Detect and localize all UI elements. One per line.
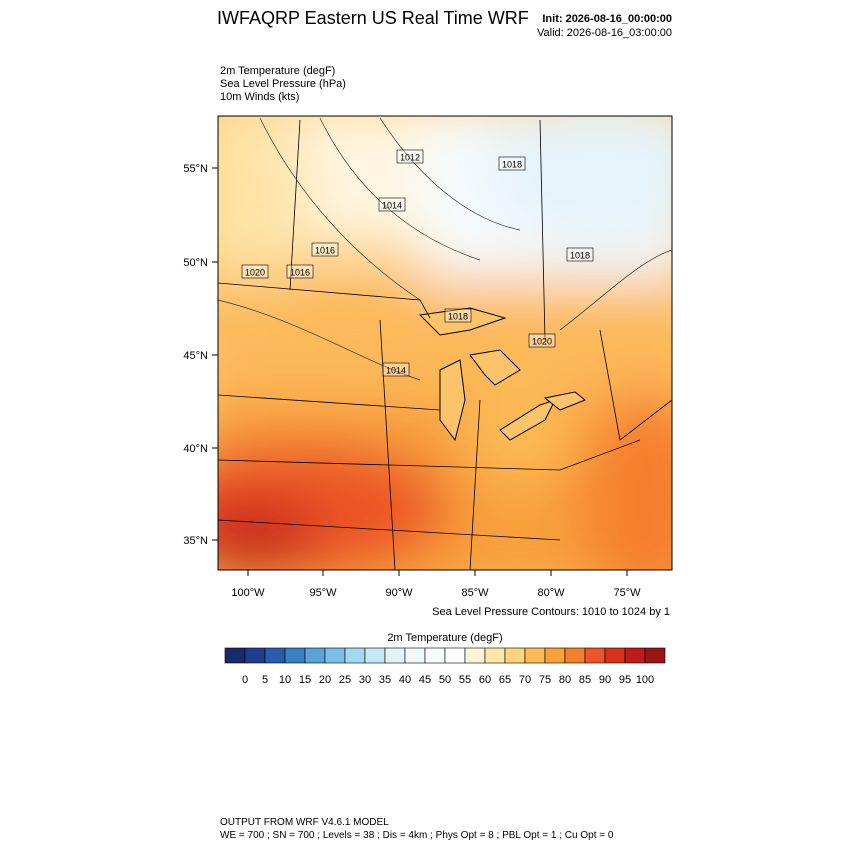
title: IWFAQRP Eastern US Real Time WRF xyxy=(217,8,529,28)
colorbar-label: 0 xyxy=(242,674,248,686)
colorbar-swatch xyxy=(384,647,406,664)
colorbar-swatch xyxy=(644,647,666,664)
contour-label: 1014 xyxy=(382,201,402,211)
contour-label-box xyxy=(382,362,410,377)
lon-label: 85°W xyxy=(461,587,489,599)
lat-label: 45°N xyxy=(183,350,208,362)
colorbar-swatch xyxy=(464,647,486,664)
lat-label: 55°N xyxy=(183,163,208,175)
footer-model: OUTPUT FROM WRF V4.6.1 MODEL xyxy=(220,817,389,828)
colorbar-swatch xyxy=(604,647,626,664)
colorbar-swatch xyxy=(244,647,266,664)
contour-label: 1020 xyxy=(532,337,552,347)
valid-time: Valid: 2026-08-16_03:00:00 xyxy=(537,27,672,39)
contour-label-box xyxy=(566,247,594,262)
field-label: 10m Winds (kts) xyxy=(220,91,299,103)
contour-label: 1014 xyxy=(386,366,406,376)
colorbar-label: 85 xyxy=(579,674,591,686)
colorbar-label: 35 xyxy=(379,674,391,686)
colorbar-label: 90 xyxy=(599,674,611,686)
colorbar-swatch xyxy=(224,647,246,664)
contour-label: 1018 xyxy=(448,312,468,322)
colorbar-label: 55 xyxy=(459,674,471,686)
colorbar-swatch xyxy=(424,647,446,664)
colorbar-swatch xyxy=(584,647,606,664)
lon-label: 90°W xyxy=(385,587,413,599)
contour-label-box xyxy=(528,333,556,348)
colorbar-swatch xyxy=(364,647,386,664)
contour-label-box xyxy=(498,156,526,171)
colorbar-label: 70 xyxy=(519,674,531,686)
contour-label-box xyxy=(241,264,269,279)
field-label: Sea Level Pressure (hPa) xyxy=(220,78,346,90)
contour-label: 1020 xyxy=(245,268,265,278)
colorbar-swatch xyxy=(344,647,366,664)
colorbar-swatch xyxy=(444,647,466,664)
field-label: 2m Temperature (degF) xyxy=(220,65,335,77)
lon-label: 80°W xyxy=(537,587,565,599)
colorbar-swatch xyxy=(324,647,346,664)
contour-label: 1018 xyxy=(570,251,590,261)
colorbar-swatch xyxy=(564,647,586,664)
colorbar-label: 75 xyxy=(539,674,551,686)
lon-label: 100°W xyxy=(231,587,265,599)
lon-label: 95°W xyxy=(309,587,337,599)
contour-label-box xyxy=(378,197,406,212)
contour-label: 1016 xyxy=(290,268,310,278)
footer-settings: WE = 700 ; SN = 700 ; Levels = 38 ; Dis … xyxy=(220,830,614,841)
contour-label-box xyxy=(444,308,472,323)
colorbar-swatch xyxy=(544,647,566,664)
colorbar-label: 15 xyxy=(299,674,311,686)
colorbar-swatch xyxy=(404,647,426,664)
contour-label-box xyxy=(311,242,339,257)
colorbar-swatch xyxy=(484,647,506,664)
colorbar-label: 80 xyxy=(559,674,571,686)
colorbar-swatch xyxy=(264,647,286,664)
colorbar-label: 50 xyxy=(439,674,451,686)
colorbar-swatch xyxy=(304,647,326,664)
contour-label-box xyxy=(396,149,424,164)
colorbar-label: 60 xyxy=(479,674,491,686)
map-field xyxy=(218,116,672,570)
contour-label: 1018 xyxy=(502,160,522,170)
lat-label: 35°N xyxy=(183,535,208,547)
contour-label: 1012 xyxy=(400,153,420,163)
lat-label: 40°N xyxy=(183,443,208,455)
lon-label: 75°W xyxy=(613,587,641,599)
init-time: Init: 2026-08-16_00:00:00 xyxy=(542,13,672,25)
lat-label: 50°N xyxy=(183,257,208,269)
colorbar-label: 20 xyxy=(319,674,331,686)
colorbar-label: 30 xyxy=(359,674,371,686)
colorbar-label: 10 xyxy=(279,674,291,686)
colorbar-label: 45 xyxy=(419,674,431,686)
colorbar-title: 2m Temperature (degF) xyxy=(387,632,502,644)
colorbar-swatch xyxy=(624,647,646,664)
colorbar-label: 65 xyxy=(499,674,511,686)
colorbar-label: 5 xyxy=(262,674,268,686)
colorbar-label: 25 xyxy=(339,674,351,686)
contour-label-box xyxy=(286,264,314,279)
contour-label: 1016 xyxy=(315,246,335,256)
colorbar-label: 100 xyxy=(636,674,654,686)
colorbar-label: 40 xyxy=(399,674,411,686)
colorbar-swatch xyxy=(284,647,306,664)
colorbar-swatch xyxy=(504,647,526,664)
map-frame xyxy=(217,115,673,571)
contour-note: Sea Level Pressure Contours: 1010 to 102… xyxy=(432,606,670,618)
colorbar-label: 95 xyxy=(619,674,631,686)
colorbar-swatch xyxy=(524,647,546,664)
